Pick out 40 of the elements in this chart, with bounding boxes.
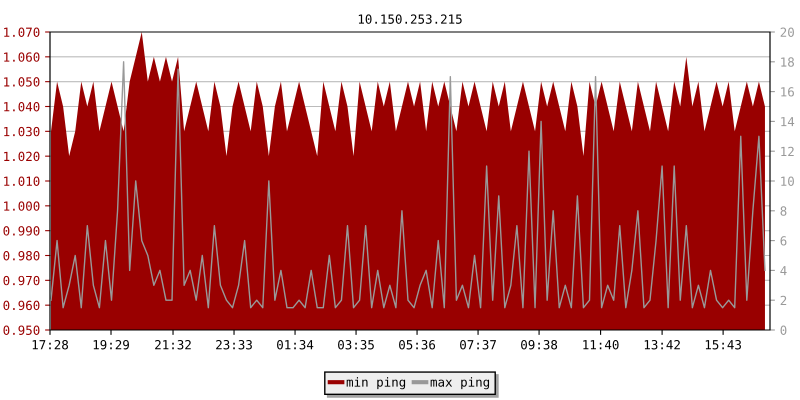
- y-tick-label: 1.050: [4, 77, 40, 87]
- y2-tick-label: 14: [781, 117, 794, 126]
- y2-tick-label: 16: [781, 87, 794, 97]
- x-tick-label: 01:34: [277, 340, 314, 350]
- x-tick-label: 17:28: [32, 340, 68, 350]
- y-tick-label: 1.000: [4, 201, 40, 211]
- y-tick-label: 1.020: [4, 152, 40, 162]
- y2-tick-label: 20: [780, 28, 794, 37]
- y2-tick-label: 8: [780, 206, 786, 216]
- chart-title: 10.150.253.215: [358, 14, 462, 24]
- y-tick-label: 0.990: [3, 226, 40, 236]
- x-tick-label: 23:33: [216, 340, 252, 350]
- y-tick-label: 1.060: [4, 52, 40, 62]
- x-tick-label: 19:29: [94, 340, 129, 350]
- y2-tick-label: 2: [780, 296, 786, 305]
- y2-tick-label: 12: [781, 146, 794, 156]
- line-series: [50, 61, 766, 308]
- y2-tick-label: 6: [780, 236, 786, 246]
- x-tick-label: 07:37: [460, 340, 496, 350]
- x-tick-label: 15:43: [706, 340, 741, 350]
- y-tick-label: 0.980: [3, 251, 40, 260]
- y-tick-label: 0.960: [3, 300, 40, 310]
- y2-tick-label: 4: [780, 266, 787, 276]
- y2-tick-label: 10: [781, 176, 794, 186]
- y-tick-label: 1.010: [4, 176, 40, 186]
- legend-label: max ping: [430, 377, 490, 390]
- x-tick-label: 13:42: [644, 340, 680, 350]
- x-tick-label: 03:35: [338, 340, 374, 350]
- x-tick-label: 09:38: [521, 340, 558, 350]
- x-tick-label: 05:36: [399, 340, 436, 350]
- y-tick-label: 1.070: [4, 28, 40, 37]
- y2-tick-label: 18: [781, 57, 794, 67]
- x-tick-label: 21:32: [155, 340, 191, 350]
- y-tick-label: 1.030: [4, 126, 40, 136]
- legend-label: min ping: [346, 377, 406, 390]
- y-tick-label: 0.950: [3, 326, 40, 335]
- y-tick-label: 0.970: [3, 276, 40, 286]
- x-tick-label: 11:40: [583, 340, 619, 350]
- y2-tick-label: 0: [780, 326, 786, 335]
- y-tick-label: 1.040: [4, 102, 40, 112]
